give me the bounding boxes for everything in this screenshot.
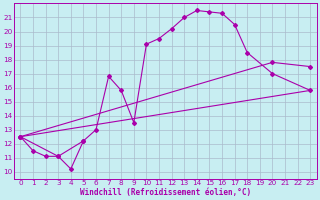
X-axis label: Windchill (Refroidissement éolien,°C): Windchill (Refroidissement éolien,°C): [80, 188, 251, 197]
